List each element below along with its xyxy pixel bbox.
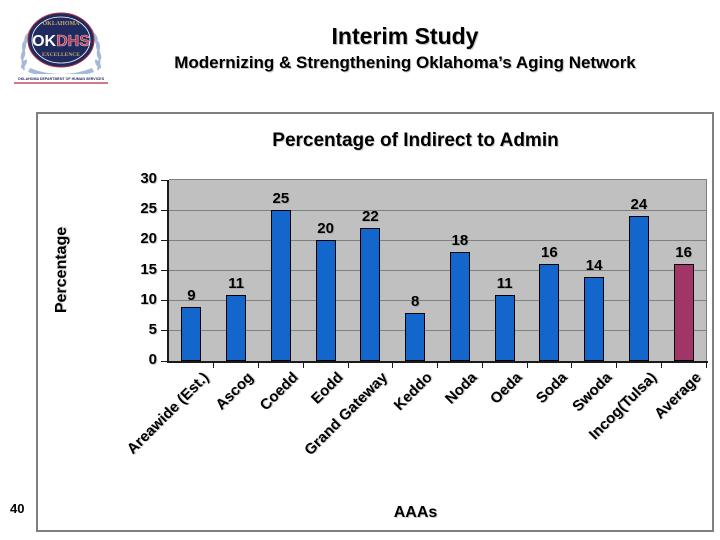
y-tick-label: 25 — [140, 200, 157, 218]
bar-value-label: 9 — [187, 286, 196, 304]
bar-value-label: 14 — [585, 256, 603, 274]
category-label: Keddo — [391, 369, 437, 415]
category-label: Oeda — [487, 369, 526, 408]
gridline — [169, 300, 706, 302]
bar-value-label: 16 — [541, 244, 558, 262]
bar — [270, 210, 291, 361]
gridline — [169, 330, 706, 332]
y-tick-label: 0 — [148, 351, 157, 368]
y-tick-label: 15 — [140, 260, 157, 278]
slide-title: Interim Study — [331, 23, 479, 49]
logo-banner-text: OKLAHOMA DEPARTMENT OF HUMAN SERVICES — [18, 77, 105, 81]
bar-value-label: 16 — [675, 244, 692, 262]
y-tick-mark — [161, 360, 167, 362]
plot-area: 9 11 25 20 22 8 18 11 16 14 24 16 — [161, 179, 708, 368]
bar — [494, 294, 515, 361]
logo-excellence-text: EXCELLENCE — [42, 52, 80, 58]
y-tick-label: 20 — [140, 230, 157, 248]
logo-ok-text: OK — [32, 33, 56, 50]
x-tick-mark — [481, 362, 483, 368]
bar — [673, 264, 694, 361]
chart-container: Percentage of Indirect to Admin Percenta… — [36, 112, 714, 532]
bar — [449, 252, 470, 361]
bar — [539, 264, 560, 361]
bar — [628, 216, 649, 361]
bar-value-label: 11 — [228, 274, 245, 292]
x-tick-mark — [392, 362, 394, 368]
y-tick-label: 30 — [140, 170, 157, 187]
x-tick-mark — [616, 362, 617, 368]
logo-top-text: OKLAHOMA — [43, 21, 81, 27]
y-tick-mark — [161, 209, 167, 211]
y-axis-line — [167, 180, 169, 363]
bar-value-label: 25 — [272, 190, 290, 208]
category-label: Noda — [442, 369, 481, 408]
y-tick-mark — [161, 300, 167, 302]
bar-value-label: 11 — [496, 274, 513, 292]
y-tick-mark — [161, 179, 167, 181]
x-tick-mark — [526, 362, 528, 368]
bar-value-label: 24 — [630, 196, 648, 214]
x-tick-mark — [437, 362, 438, 368]
bar — [360, 228, 381, 361]
logo-banner: OKLAHOMA DEPARTMENT OF HUMAN SERVICES — [14, 74, 108, 84]
bar — [181, 306, 202, 361]
logo-oval: OKLAHOMA OKDHS EXCELLENCE — [27, 12, 95, 68]
page-number: 40 — [10, 501, 25, 516]
x-tick-mark — [213, 362, 215, 368]
category-label: Ascog — [212, 369, 258, 414]
bar-value-label: 22 — [362, 208, 379, 226]
category-label: Average — [651, 369, 705, 423]
bar-value-label: 20 — [317, 220, 334, 238]
y-tick-mark — [161, 330, 167, 332]
x-tick-mark — [705, 362, 707, 368]
gridline — [169, 209, 706, 211]
bar — [315, 240, 336, 361]
category-label: Eodd — [308, 369, 347, 408]
category-label: Areawide (Est.) — [123, 369, 213, 458]
category-label: Grand Gateway — [301, 369, 392, 459]
category-label: Coedd — [256, 369, 302, 415]
header: Interim Study Modernizing & Strengthenin… — [90, 22, 720, 74]
svg-text:OKDHS: OKDHS — [32, 33, 90, 50]
y-tick-label: 5 — [148, 320, 157, 338]
bar-value-label: 8 — [410, 292, 420, 310]
y-tick-label: 10 — [140, 290, 157, 308]
x-tick-mark — [302, 362, 304, 368]
bar — [584, 276, 605, 361]
gridline — [169, 270, 706, 271]
category-label: Soda — [532, 369, 571, 407]
x-tick-mark — [571, 362, 573, 368]
bar-value-label: 18 — [451, 232, 469, 250]
logo-dhs-text: DHS — [56, 33, 90, 50]
slide-subtitle: Modernizing & Strengthening Oklahoma’s A… — [174, 53, 636, 72]
y-tick-mark — [161, 239, 167, 241]
bar — [226, 294, 247, 361]
y-tick-mark — [161, 270, 167, 271]
x-axis-title: AAAs — [393, 504, 438, 521]
x-tick-mark — [347, 362, 349, 368]
gridline — [169, 239, 706, 241]
x-tick-mark — [660, 362, 662, 368]
okdhs-logo: OKLAHOMA OKDHS EXCELLENCE OKLAHOMA DEPAR… — [14, 12, 108, 84]
chart-title: Percentage of Indirect to Admin — [272, 130, 559, 151]
bar — [405, 312, 426, 361]
x-tick-mark — [258, 362, 259, 368]
